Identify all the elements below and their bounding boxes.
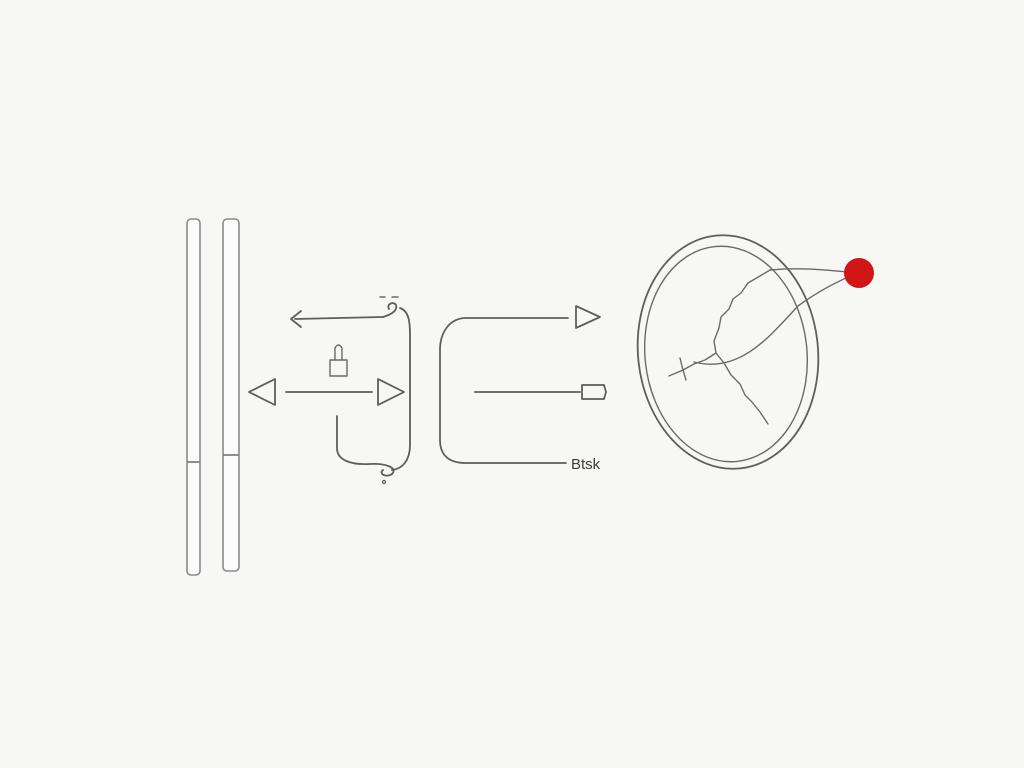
u-bracket — [439, 305, 601, 464]
red-dot — [844, 258, 874, 288]
connector-icon — [329, 344, 348, 377]
bidirectional-arrow — [248, 378, 405, 406]
right-rod — [222, 218, 240, 572]
dish-inner-ring — [643, 245, 809, 463]
output-label: Btsk — [571, 456, 601, 473]
top-right-arrowhead — [575, 305, 601, 329]
jagged-path — [713, 269, 771, 425]
middle-right-arrow — [474, 384, 607, 400]
coiled-bracket — [336, 296, 411, 485]
left-triangle-head — [248, 378, 276, 406]
dish — [636, 234, 874, 470]
branch-path — [668, 352, 717, 381]
left-rod — [186, 218, 201, 576]
dish-outer-ring — [636, 234, 820, 470]
rod-pair — [186, 218, 240, 576]
top-left-arrow — [290, 310, 384, 328]
right-triangle-head — [377, 378, 405, 406]
lead-wire-lower — [693, 272, 859, 365]
